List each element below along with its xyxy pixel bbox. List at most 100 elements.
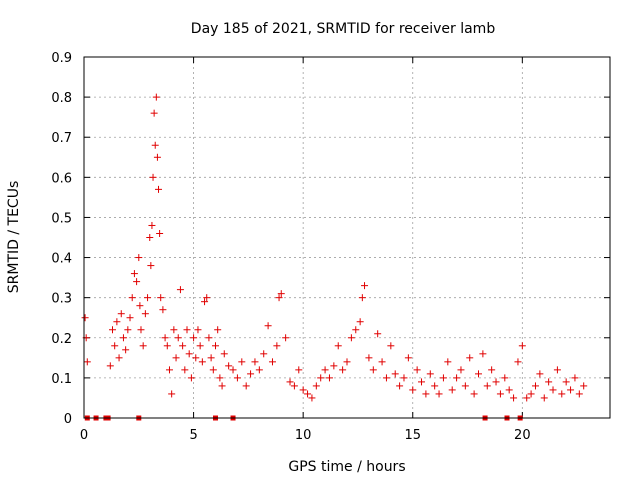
- data-point: [233, 374, 241, 382]
- ticks: 0 0.1 0.2 0.3 0.4 0.5 0.6 0.7 0.8 0.9 0 5 10 15 20: [51, 51, 610, 443]
- data-point: [325, 374, 333, 382]
- data-point: [352, 326, 360, 334]
- data-point: [540, 394, 548, 402]
- data-point: [387, 342, 395, 350]
- data-point: [203, 294, 211, 302]
- data-point: [139, 342, 147, 350]
- data-point: [155, 185, 163, 193]
- data-point: [282, 334, 290, 342]
- data-point: [209, 366, 217, 374]
- data-point: [378, 358, 386, 366]
- data-point: [409, 386, 417, 394]
- data-point: [165, 366, 173, 374]
- data-point: [264, 322, 272, 330]
- data-point: [150, 109, 158, 117]
- data-point: [334, 342, 342, 350]
- data-point: [453, 374, 461, 382]
- data-point: [558, 390, 566, 398]
- data-point: [492, 378, 500, 386]
- data-point: [347, 334, 355, 342]
- data-point: [229, 366, 237, 374]
- data-point: [567, 386, 575, 394]
- data-point: [238, 358, 246, 366]
- data-point: [396, 382, 404, 390]
- data-point: [168, 390, 176, 398]
- data-point: [527, 390, 535, 398]
- data-point: [457, 366, 465, 374]
- data-point: [83, 358, 91, 366]
- data-point: [286, 378, 294, 386]
- data-point: [545, 378, 553, 386]
- y-tick-label: 0.9: [51, 51, 72, 66]
- data-point: [220, 350, 228, 358]
- data-point: [514, 358, 522, 366]
- data-point: [176, 286, 184, 294]
- data-point: [115, 354, 123, 362]
- data-point: [179, 342, 187, 350]
- data-point: [461, 382, 469, 390]
- data-point: [435, 390, 443, 398]
- data-point: [117, 310, 125, 318]
- data-point: [321, 366, 329, 374]
- data-point: [172, 354, 180, 362]
- data-point: [277, 290, 285, 298]
- data-point: [153, 153, 161, 161]
- data-point: [470, 390, 478, 398]
- data-point: [124, 326, 132, 334]
- data-point: [510, 394, 518, 402]
- x-tick-label: 15: [404, 428, 421, 443]
- data-point: [251, 358, 259, 366]
- data-point: [356, 318, 364, 326]
- data-point: [185, 350, 193, 358]
- data-point: [448, 386, 456, 394]
- data-point: [147, 262, 155, 270]
- data-point: [225, 362, 233, 370]
- data-point: [501, 374, 509, 382]
- data-point: [553, 366, 561, 374]
- data-point: [369, 366, 377, 374]
- data-point: [146, 234, 154, 241]
- data-point: [439, 374, 447, 382]
- data-point: [111, 342, 119, 350]
- data-point: [343, 358, 351, 366]
- data-point: [426, 370, 434, 378]
- data-point: [159, 306, 167, 314]
- data-point: [304, 390, 312, 398]
- data-point: [242, 382, 250, 390]
- data-point: [174, 334, 182, 342]
- data-point: [479, 350, 487, 358]
- y-axis-label: SRMTID / TECUs: [6, 181, 22, 294]
- data-point: [422, 390, 430, 398]
- data-point: [81, 314, 89, 322]
- data-point: [157, 294, 165, 302]
- data-point: [358, 294, 366, 302]
- x-tick-label: 5: [189, 428, 197, 443]
- data-point: [194, 326, 202, 334]
- data-point: [130, 270, 138, 278]
- data-point: [374, 330, 382, 338]
- data-point: [122, 346, 130, 354]
- data-point: [562, 378, 570, 386]
- data-point: [571, 374, 579, 382]
- data-point: [268, 358, 276, 366]
- data-point: [108, 326, 116, 334]
- data-point: [152, 93, 160, 101]
- data-point: [216, 374, 224, 382]
- data-point: [187, 374, 195, 382]
- data-point: [255, 366, 263, 374]
- data-point: [431, 382, 439, 390]
- y-tick-label: 0.6: [51, 171, 72, 186]
- data-point: [106, 362, 114, 370]
- data-point: [382, 374, 390, 382]
- data-point: [156, 229, 164, 237]
- data-point: [212, 342, 219, 350]
- data-point: [273, 342, 281, 350]
- data-point: [418, 378, 426, 386]
- data-point: [181, 366, 189, 374]
- data-point: [137, 326, 145, 334]
- data-point: [400, 374, 408, 382]
- data-point: [207, 354, 215, 362]
- data-point: [119, 334, 127, 342]
- data-point: [444, 358, 452, 366]
- data-point: [201, 298, 209, 306]
